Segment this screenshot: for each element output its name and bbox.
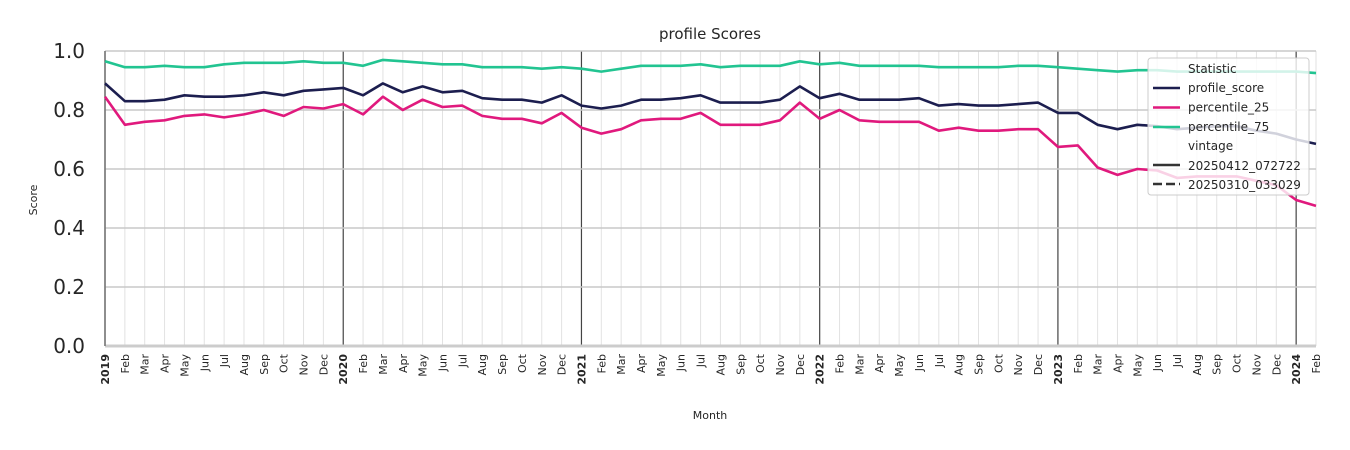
x-tick-label: Mar bbox=[377, 354, 390, 375]
x-tick-label: 2023 bbox=[1052, 354, 1065, 385]
legend-label-profile_score: profile_score bbox=[1188, 81, 1264, 95]
legend-label-percentile_75: percentile_75 bbox=[1188, 120, 1269, 134]
x-tick-label: Oct bbox=[1231, 353, 1244, 373]
x-tick-label: Feb bbox=[357, 354, 370, 373]
series-line-profile_score bbox=[104, 82, 1317, 146]
x-tick-label: Oct bbox=[754, 353, 767, 373]
x-tick-label: Aug bbox=[1191, 354, 1204, 375]
x-tick-label: Dec bbox=[556, 354, 569, 375]
series-profile_score bbox=[104, 82, 1317, 146]
y-tick-label: 0.6 bbox=[53, 157, 85, 181]
x-tick-label: Dec bbox=[317, 354, 330, 375]
legend-title-statistic: Statistic bbox=[1188, 62, 1237, 76]
x-tick-label: Mar bbox=[139, 354, 152, 375]
x-tick-label: 2024 bbox=[1290, 354, 1303, 385]
x-tick-label: Sep bbox=[1211, 354, 1224, 375]
series-percentile_25 bbox=[103, 95, 1317, 208]
x-tick-label: Aug bbox=[953, 354, 966, 375]
y-tick-label: 0.4 bbox=[53, 216, 85, 240]
series-percentile_75 bbox=[104, 58, 1317, 75]
x-tick-label: May bbox=[178, 354, 191, 377]
x-tick-label: Mar bbox=[615, 354, 628, 375]
x-tick-label: Jul bbox=[1171, 354, 1184, 368]
legend-label-vintage-2: 20250310_033029 bbox=[1188, 178, 1301, 192]
x-tick-label: Jun bbox=[1151, 354, 1164, 372]
x-tick-label: Apr bbox=[1111, 354, 1124, 374]
x-tick-label: 2020 bbox=[337, 354, 350, 385]
x-tick-label: Feb bbox=[1310, 354, 1323, 373]
y-tick-label: 0.2 bbox=[53, 275, 85, 299]
x-tick-label: Oct bbox=[992, 353, 1005, 373]
series-line-percentile_75 bbox=[104, 58, 1317, 75]
x-tick-label: Sep bbox=[258, 354, 271, 375]
legend-label-percentile_25: percentile_25 bbox=[1188, 101, 1269, 115]
x-tick-label: Jun bbox=[913, 354, 926, 372]
x-tick-label: Feb bbox=[1072, 354, 1085, 373]
x-tick-label: May bbox=[655, 354, 668, 377]
x-tick-label: Aug bbox=[238, 354, 251, 375]
y-tick-label: 0.8 bbox=[53, 98, 85, 122]
legend-box bbox=[1147, 57, 1310, 196]
x-tick-label: Jul bbox=[933, 354, 946, 368]
y-tick-label: 1.0 bbox=[53, 39, 85, 63]
x-tick-label: May bbox=[417, 354, 430, 377]
x-tick-label: Feb bbox=[834, 354, 847, 373]
x-tick-label: Dec bbox=[794, 354, 807, 375]
x-tick-label: Apr bbox=[397, 354, 410, 374]
chart-title: profile Scores bbox=[659, 25, 761, 43]
x-tick-label: 2022 bbox=[814, 354, 827, 385]
x-tick-label: Jul bbox=[218, 354, 231, 368]
x-tick-label: Nov bbox=[298, 354, 311, 376]
x-tick-label: Oct bbox=[516, 353, 529, 373]
x-tick-label: Apr bbox=[159, 354, 172, 374]
x-tick-label: Apr bbox=[873, 354, 886, 374]
x-tick-label: Jun bbox=[436, 354, 449, 372]
x-tick-label: Sep bbox=[734, 354, 747, 375]
y-axis-label: Score bbox=[27, 184, 40, 215]
x-tick-label: Mar bbox=[853, 354, 866, 375]
x-tick-label: Sep bbox=[496, 354, 509, 375]
x-tick-label: May bbox=[893, 354, 906, 377]
x-tick-label: Oct bbox=[278, 353, 291, 373]
x-tick-label: 2021 bbox=[575, 354, 588, 385]
x-tick-label: Nov bbox=[536, 354, 549, 376]
x-tick-label: Jul bbox=[695, 354, 708, 368]
legend-title-vintage: vintage bbox=[1188, 139, 1233, 153]
x-tick-label: Feb bbox=[595, 354, 608, 373]
x-tick-label: Mar bbox=[1092, 354, 1105, 375]
x-tick-label: 2019 bbox=[99, 354, 112, 385]
x-tick-label: Aug bbox=[476, 354, 489, 375]
x-tick-label: Jun bbox=[675, 354, 688, 372]
x-tick-label: Apr bbox=[635, 354, 648, 374]
x-tick-label: Nov bbox=[1012, 354, 1025, 376]
series-line-percentile_25 bbox=[103, 95, 1317, 208]
x-tick-label: Nov bbox=[774, 354, 787, 376]
legend-label-vintage-1: 20250412_072722 bbox=[1188, 159, 1301, 173]
x-tick-label: Jul bbox=[456, 354, 469, 368]
x-tick-label: May bbox=[1131, 354, 1144, 377]
x-tick-label: Jun bbox=[198, 354, 211, 372]
x-tick-label: Feb bbox=[119, 354, 132, 373]
x-tick-label: Sep bbox=[973, 354, 986, 375]
x-tick-label: Dec bbox=[1270, 354, 1283, 375]
x-axis-label: Month bbox=[693, 409, 728, 422]
x-tick-label: Dec bbox=[1032, 354, 1045, 375]
x-tick-label: Aug bbox=[714, 354, 727, 375]
legend: Statistic profile_score percentile_25perc… bbox=[1147, 57, 1310, 196]
x-tick-label: Nov bbox=[1250, 354, 1263, 376]
y-tick-label: 0.0 bbox=[53, 334, 85, 358]
